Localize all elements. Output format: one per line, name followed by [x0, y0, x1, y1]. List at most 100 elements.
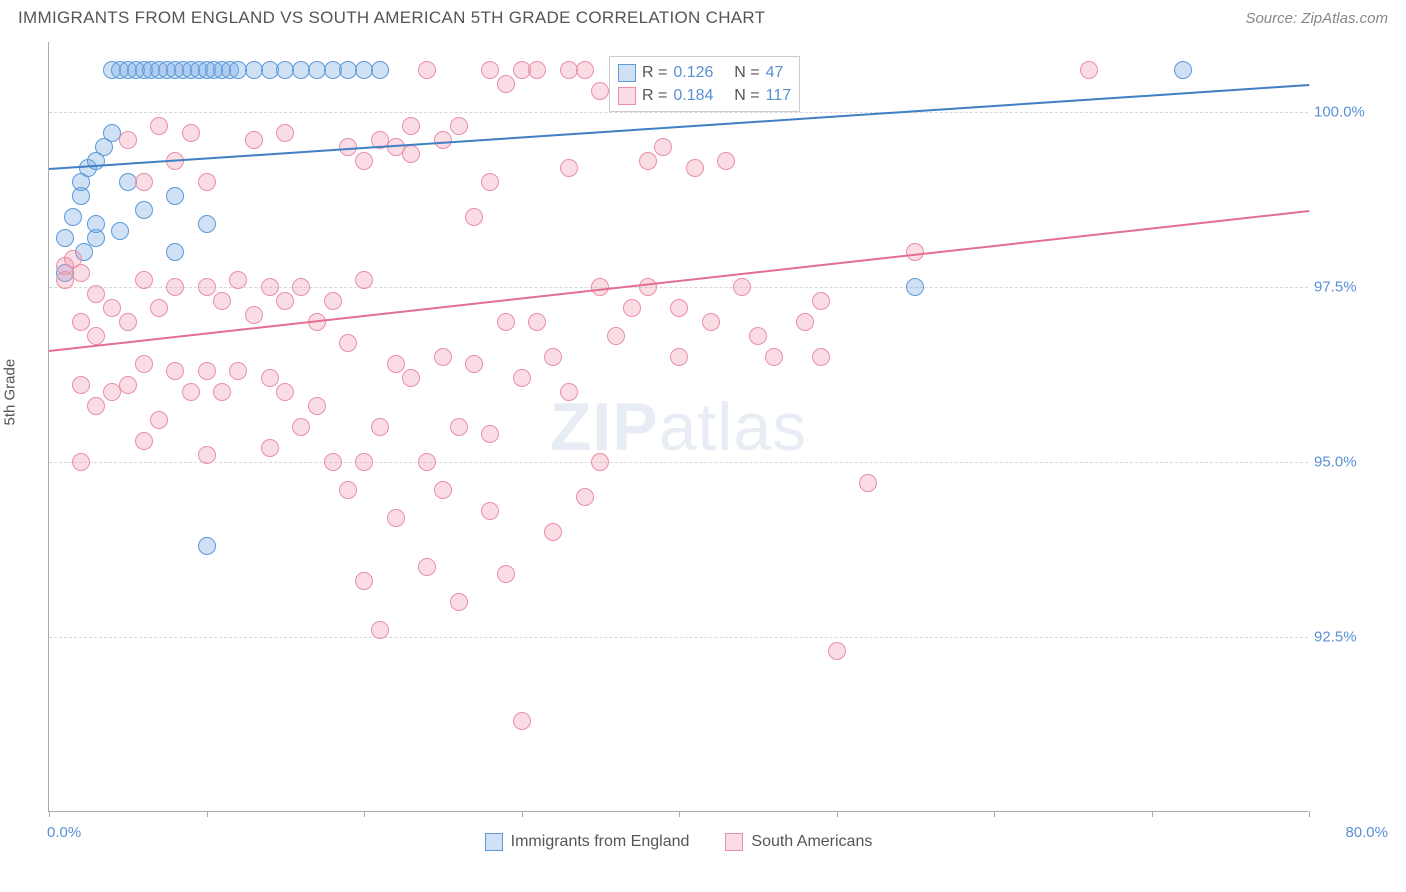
data-point — [434, 481, 452, 499]
data-point — [72, 313, 90, 331]
data-point — [465, 208, 483, 226]
data-point — [591, 82, 609, 100]
data-point — [56, 229, 74, 247]
x-tick-mark — [49, 811, 50, 817]
data-point — [497, 313, 515, 331]
data-point — [450, 117, 468, 135]
gridline — [49, 462, 1308, 463]
data-point — [481, 61, 499, 79]
data-point — [906, 278, 924, 296]
chart-title: IMMIGRANTS FROM ENGLAND VS SOUTH AMERICA… — [18, 8, 765, 28]
x-tick-mark — [207, 811, 208, 817]
data-point — [72, 376, 90, 394]
data-point — [497, 75, 515, 93]
data-point — [339, 334, 357, 352]
data-point — [670, 299, 688, 317]
plot-area: ZIPatlas Immigrants from EnglandSouth Am… — [48, 42, 1308, 812]
data-point — [450, 418, 468, 436]
data-point — [166, 243, 184, 261]
n-value: 47 — [766, 61, 784, 84]
data-point — [418, 558, 436, 576]
data-point — [796, 313, 814, 331]
data-point — [560, 383, 578, 401]
data-point — [261, 369, 279, 387]
data-point — [481, 502, 499, 520]
data-point — [135, 271, 153, 289]
data-point — [339, 481, 357, 499]
bottom-legend: Immigrants from EnglandSouth Americans — [49, 833, 1308, 851]
data-point — [213, 383, 231, 401]
data-point — [607, 327, 625, 345]
data-point — [733, 278, 751, 296]
data-point — [828, 642, 846, 660]
data-point — [111, 222, 129, 240]
n-value: 117 — [766, 84, 792, 107]
gridline — [49, 637, 1308, 638]
data-point — [387, 355, 405, 373]
data-point — [166, 278, 184, 296]
data-point — [402, 369, 420, 387]
n-label: N = — [734, 61, 759, 84]
data-point — [717, 152, 735, 170]
y-tick-label: 100.0% — [1314, 104, 1394, 121]
data-point — [182, 124, 200, 142]
data-point — [182, 383, 200, 401]
y-tick-label: 92.5% — [1314, 629, 1394, 646]
data-point — [702, 313, 720, 331]
y-axis-label: 5th Grade — [2, 359, 19, 426]
data-point — [812, 348, 830, 366]
data-point — [103, 299, 121, 317]
data-point — [166, 362, 184, 380]
data-point — [528, 61, 546, 79]
stats-row: R = 0.126 N = 47 — [618, 61, 791, 84]
data-point — [87, 397, 105, 415]
data-point — [481, 425, 499, 443]
data-point — [418, 61, 436, 79]
chart-wrapper: 5th Grade ZIPatlas Immigrants from Engla… — [0, 32, 1406, 882]
x-tick-mark — [1152, 811, 1153, 817]
x-tick-mark — [679, 811, 680, 817]
data-point — [749, 327, 767, 345]
data-point — [481, 173, 499, 191]
data-point — [544, 348, 562, 366]
data-point — [576, 61, 594, 79]
data-point — [150, 299, 168, 317]
r-label: R = — [642, 61, 667, 84]
data-point — [686, 159, 704, 177]
source-label: Source: ZipAtlas.com — [1245, 10, 1388, 27]
data-point — [591, 453, 609, 471]
data-point — [639, 152, 657, 170]
data-point — [513, 369, 531, 387]
data-point — [355, 152, 373, 170]
data-point — [72, 264, 90, 282]
data-point — [198, 173, 216, 191]
data-point — [560, 159, 578, 177]
data-point — [418, 453, 436, 471]
legend-label: Immigrants from England — [511, 833, 690, 851]
data-point — [402, 117, 420, 135]
data-point — [119, 376, 137, 394]
x-tick-mark — [522, 811, 523, 817]
data-point — [308, 397, 326, 415]
data-point — [135, 355, 153, 373]
data-point — [87, 327, 105, 345]
data-point — [324, 453, 342, 471]
data-point — [261, 278, 279, 296]
data-point — [87, 285, 105, 303]
n-label: N = — [734, 84, 759, 107]
data-point — [229, 362, 247, 380]
data-point — [87, 215, 105, 233]
data-point — [434, 131, 452, 149]
data-point — [276, 383, 294, 401]
data-point — [198, 537, 216, 555]
data-point — [371, 418, 389, 436]
data-point — [245, 306, 263, 324]
y-tick-label: 97.5% — [1314, 279, 1394, 296]
data-point — [150, 411, 168, 429]
data-point — [292, 278, 310, 296]
r-value: 0.126 — [673, 61, 713, 84]
watermark: ZIPatlas — [550, 388, 807, 466]
data-point — [166, 187, 184, 205]
data-point — [544, 523, 562, 541]
data-point — [150, 117, 168, 135]
